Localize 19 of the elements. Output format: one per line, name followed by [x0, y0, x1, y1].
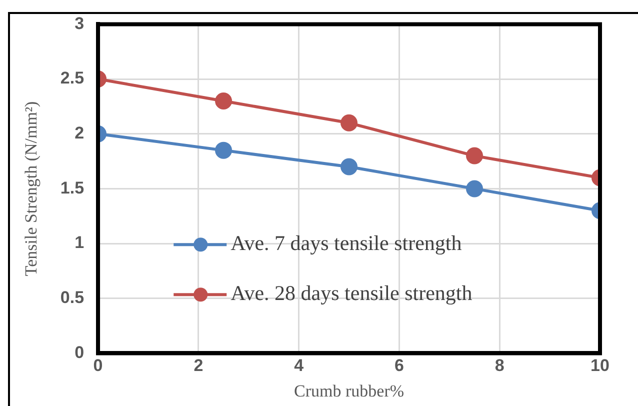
- x-tick-label: 6: [394, 356, 404, 376]
- x-tick-label: 10: [590, 356, 610, 376]
- x-tick-label: 4: [294, 356, 304, 376]
- y-tick-label: 2: [74, 124, 84, 143]
- x-tick-label: 0: [93, 356, 103, 376]
- point: [340, 158, 358, 176]
- y-tick-label: 2.5: [60, 68, 84, 88]
- y-tick-label: 0: [74, 342, 84, 362]
- y-tick-label: 1.5: [60, 178, 84, 198]
- legend-label: Ave. 7 days tensile strength: [230, 231, 462, 256]
- x-tick-label: 2: [194, 356, 204, 376]
- x-axis-title: Crumb rubber%: [294, 381, 404, 400]
- y-axis-title: Tensile Strength (N/mm²): [22, 101, 41, 276]
- x-tick-label: 8: [494, 356, 504, 376]
- y-tick-label: 3: [74, 14, 84, 33]
- legend-label: Ave. 28 days tensile strength: [230, 281, 473, 306]
- y-tick-label: 0.5: [60, 288, 84, 308]
- point: [340, 114, 358, 132]
- y-tick-label: 1: [74, 233, 84, 252]
